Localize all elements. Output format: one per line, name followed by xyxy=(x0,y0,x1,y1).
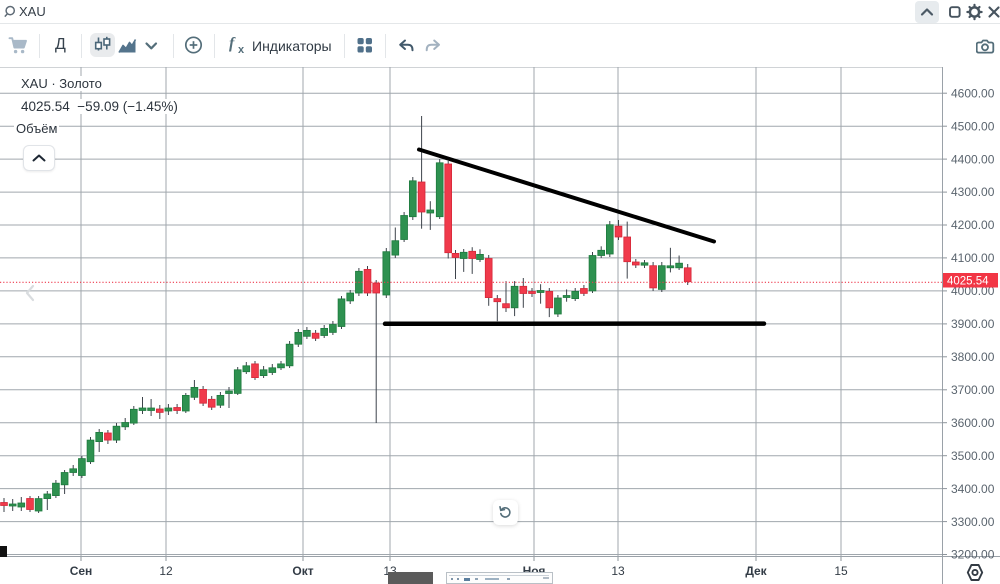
svg-text:3600.00: 3600.00 xyxy=(951,416,995,430)
svg-text:Окт: Окт xyxy=(292,564,313,578)
svg-text:15: 15 xyxy=(834,564,848,578)
svg-text:4600.00: 4600.00 xyxy=(951,86,995,100)
svg-text:4000.00: 4000.00 xyxy=(951,284,995,298)
svg-text:3900.00: 3900.00 xyxy=(951,317,995,331)
svg-text:4025.54: 4025.54 xyxy=(947,275,989,287)
svg-text:3300.00: 3300.00 xyxy=(951,515,995,529)
svg-text:4200.00: 4200.00 xyxy=(951,218,995,232)
svg-text:3400.00: 3400.00 xyxy=(951,482,995,496)
svg-text:Сен: Сен xyxy=(70,564,93,578)
svg-text:12: 12 xyxy=(159,564,173,578)
svg-text:4300.00: 4300.00 xyxy=(951,185,995,199)
svg-text:3800.00: 3800.00 xyxy=(951,350,995,364)
svg-text:3200.00: 3200.00 xyxy=(951,548,995,562)
svg-text:4400.00: 4400.00 xyxy=(951,152,995,166)
svg-text:4100.00: 4100.00 xyxy=(951,251,995,265)
svg-text:3700.00: 3700.00 xyxy=(951,383,995,397)
svg-text:3500.00: 3500.00 xyxy=(951,449,995,463)
svg-text:Дек: Дек xyxy=(745,564,767,578)
svg-text:13: 13 xyxy=(611,564,625,578)
svg-text:4500.00: 4500.00 xyxy=(951,119,995,133)
